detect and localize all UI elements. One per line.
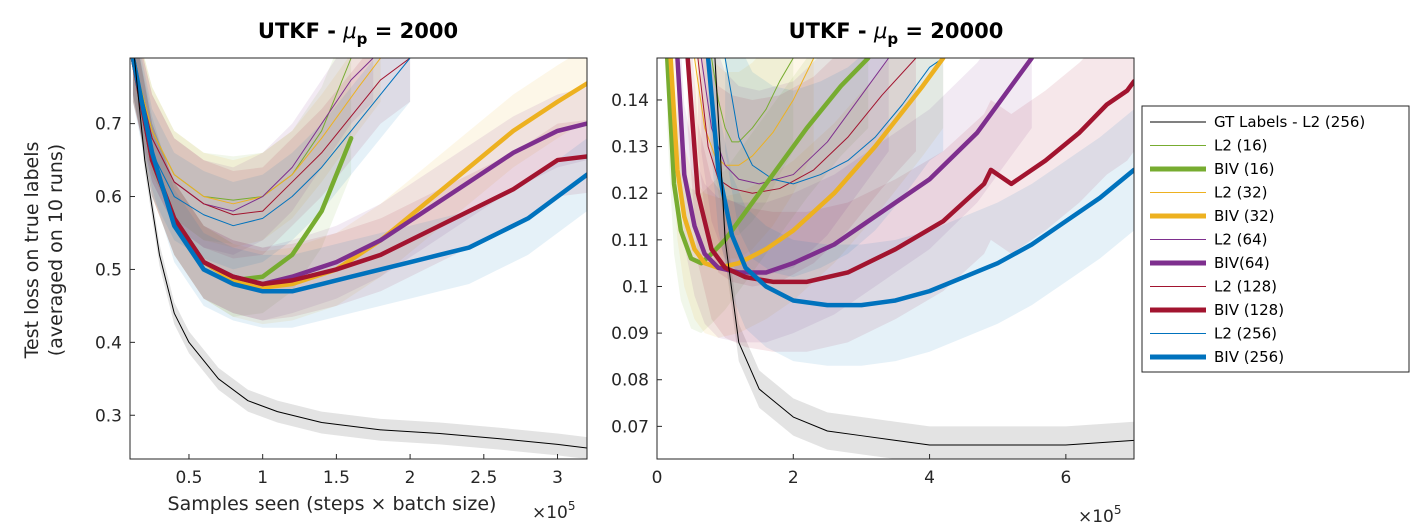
right-bands — [667, 58, 1134, 459]
legend-label-gt: GT Labels - L2 (256) — [1214, 113, 1365, 131]
left-x-tick-label: 2 — [405, 468, 416, 488]
left-band-l2_32 — [132, 58, 381, 248]
left-ticks: 0.5 1 1.5 2 2.5 3 0.3 0.4 0.5 0.6 0.7 — [95, 115, 563, 488]
left-x-tick-label: 1 — [257, 468, 268, 488]
right-line-biv_64 — [675, 58, 1035, 275]
legend: GT Labels - L2 (256) L2 (16) BIV (16) L2 (3… — [1141, 105, 1410, 373]
right-y-tick-label: 0.13 — [611, 138, 649, 158]
right-y-tick-label: 0.09 — [611, 324, 649, 344]
right-y-tick-label: 0.14 — [611, 91, 649, 111]
right-line-biv_128 — [685, 58, 1134, 285]
right-y-tick-label: 0.08 — [611, 371, 649, 391]
left-line-l2_256 — [132, 58, 411, 227]
left-chart: UTKF - μp = 2000 0.5 1 1.5 2 2.5 30.30.40.50.… — [21, 19, 588, 523]
left-band-l2_128 — [132, 58, 411, 259]
right-x-tick-label: 6 — [1060, 468, 1071, 488]
left-line-l2_128 — [132, 58, 411, 216]
left-x-tick-label: 2.5 — [470, 468, 497, 488]
left-x-axis-label: Samples seen (steps × batch size) — [168, 493, 497, 515]
right-band-l2_64 — [701, 58, 889, 278]
legend-label-l2_256: L2 (256) — [1214, 325, 1277, 343]
left-x-tick-label: 1.5 — [323, 468, 350, 488]
legend-label-l2_64: L2 (64) — [1214, 231, 1267, 249]
left-y-tick-label: 0.3 — [95, 406, 122, 426]
right-axes-box — [656, 57, 1135, 460]
right-line-gt — [714, 58, 1134, 446]
legend-label-l2_32: L2 (32) — [1214, 184, 1267, 202]
left-band-biv_64 — [132, 58, 587, 321]
left-x-tick-label: 0.5 — [175, 468, 202, 488]
left-bands — [132, 58, 587, 459]
right-line-biv_32 — [668, 58, 946, 271]
legend-label-biv_64: BIV(64) — [1214, 254, 1270, 272]
left-axes-box — [129, 57, 588, 460]
legend-label-biv_128: BIV (128) — [1214, 301, 1284, 319]
right-band-l2_128 — [697, 58, 916, 287]
y-axis-label: Test loss on true labels — [21, 142, 43, 360]
right-line-l2_128 — [697, 58, 917, 194]
left-line-biv_256 — [130, 58, 587, 294]
right-line-biv_16 — [664, 58, 871, 266]
legend-label-biv_256: BIV (256) — [1214, 348, 1284, 366]
right-line-biv_256 — [705, 58, 1134, 308]
right-y-tick-label: 0.1 — [622, 277, 649, 297]
left-x-tick-label: 3 — [552, 468, 563, 488]
right-y-tick-label: 0.07 — [611, 417, 649, 437]
right-band-biv_256 — [708, 58, 1134, 366]
left-band-biv_128 — [132, 58, 587, 321]
legend-label-biv_16: BIV (16) — [1214, 160, 1275, 178]
y-axis-label-sub: (averaged on 10 runs) — [45, 144, 67, 356]
right-line-l2_16 — [711, 58, 794, 143]
left-line-gt — [133, 58, 587, 449]
right-x-tick-label: 0 — [652, 468, 663, 488]
left-lines — [130, 58, 587, 449]
left-y-tick-label: 0.7 — [95, 115, 122, 135]
right-x-multiplier: ×105 — [1078, 503, 1122, 527]
legend-label-l2_128: L2 (128) — [1214, 278, 1277, 296]
left-chart-title: UTKF - μp = 2000 — [258, 19, 458, 48]
right-lines — [664, 58, 1134, 446]
left-line-biv_128 — [130, 58, 587, 287]
left-band-biv_256 — [132, 58, 587, 328]
right-chart: UTKF - μp = 20000 0 2 4 6 0.07 0.08 0.09 0.1 0.1… — [611, 19, 1135, 527]
left-y-tick-label: 0.6 — [95, 188, 122, 208]
right-line-l2_256 — [724, 58, 944, 185]
right-band-biv_128 — [687, 58, 1134, 352]
right-band-l2_16 — [711, 58, 794, 236]
left-x-multiplier: ×105 — [532, 499, 576, 523]
left-band-biv_32 — [132, 58, 587, 325]
right-y-tick-label: 0.11 — [611, 231, 649, 251]
legend-label-biv_32: BIV (32) — [1214, 207, 1275, 225]
left-band-l2_64 — [132, 58, 374, 255]
left-band-l2_16 — [132, 58, 352, 244]
right-ticks: 0 2 4 6 0.07 0.08 0.09 0.1 0.11 0.12 0.13 0.14 — [611, 91, 1071, 488]
right-band-biv_32 — [670, 58, 944, 338]
right-y-tick-label: 0.12 — [611, 184, 649, 204]
right-line-l2_32 — [693, 58, 815, 166]
right-chart-title: UTKF - μp = 20000 — [789, 19, 1004, 48]
left-y-tick-label: 0.4 — [95, 333, 122, 353]
left-line-l2_32 — [132, 58, 382, 205]
legend-label-l2_16: L2 (16) — [1214, 137, 1267, 155]
left-y-tick-label: 0.5 — [95, 260, 122, 280]
right-x-tick-label: 4 — [924, 468, 935, 488]
right-x-tick-label: 2 — [788, 468, 799, 488]
